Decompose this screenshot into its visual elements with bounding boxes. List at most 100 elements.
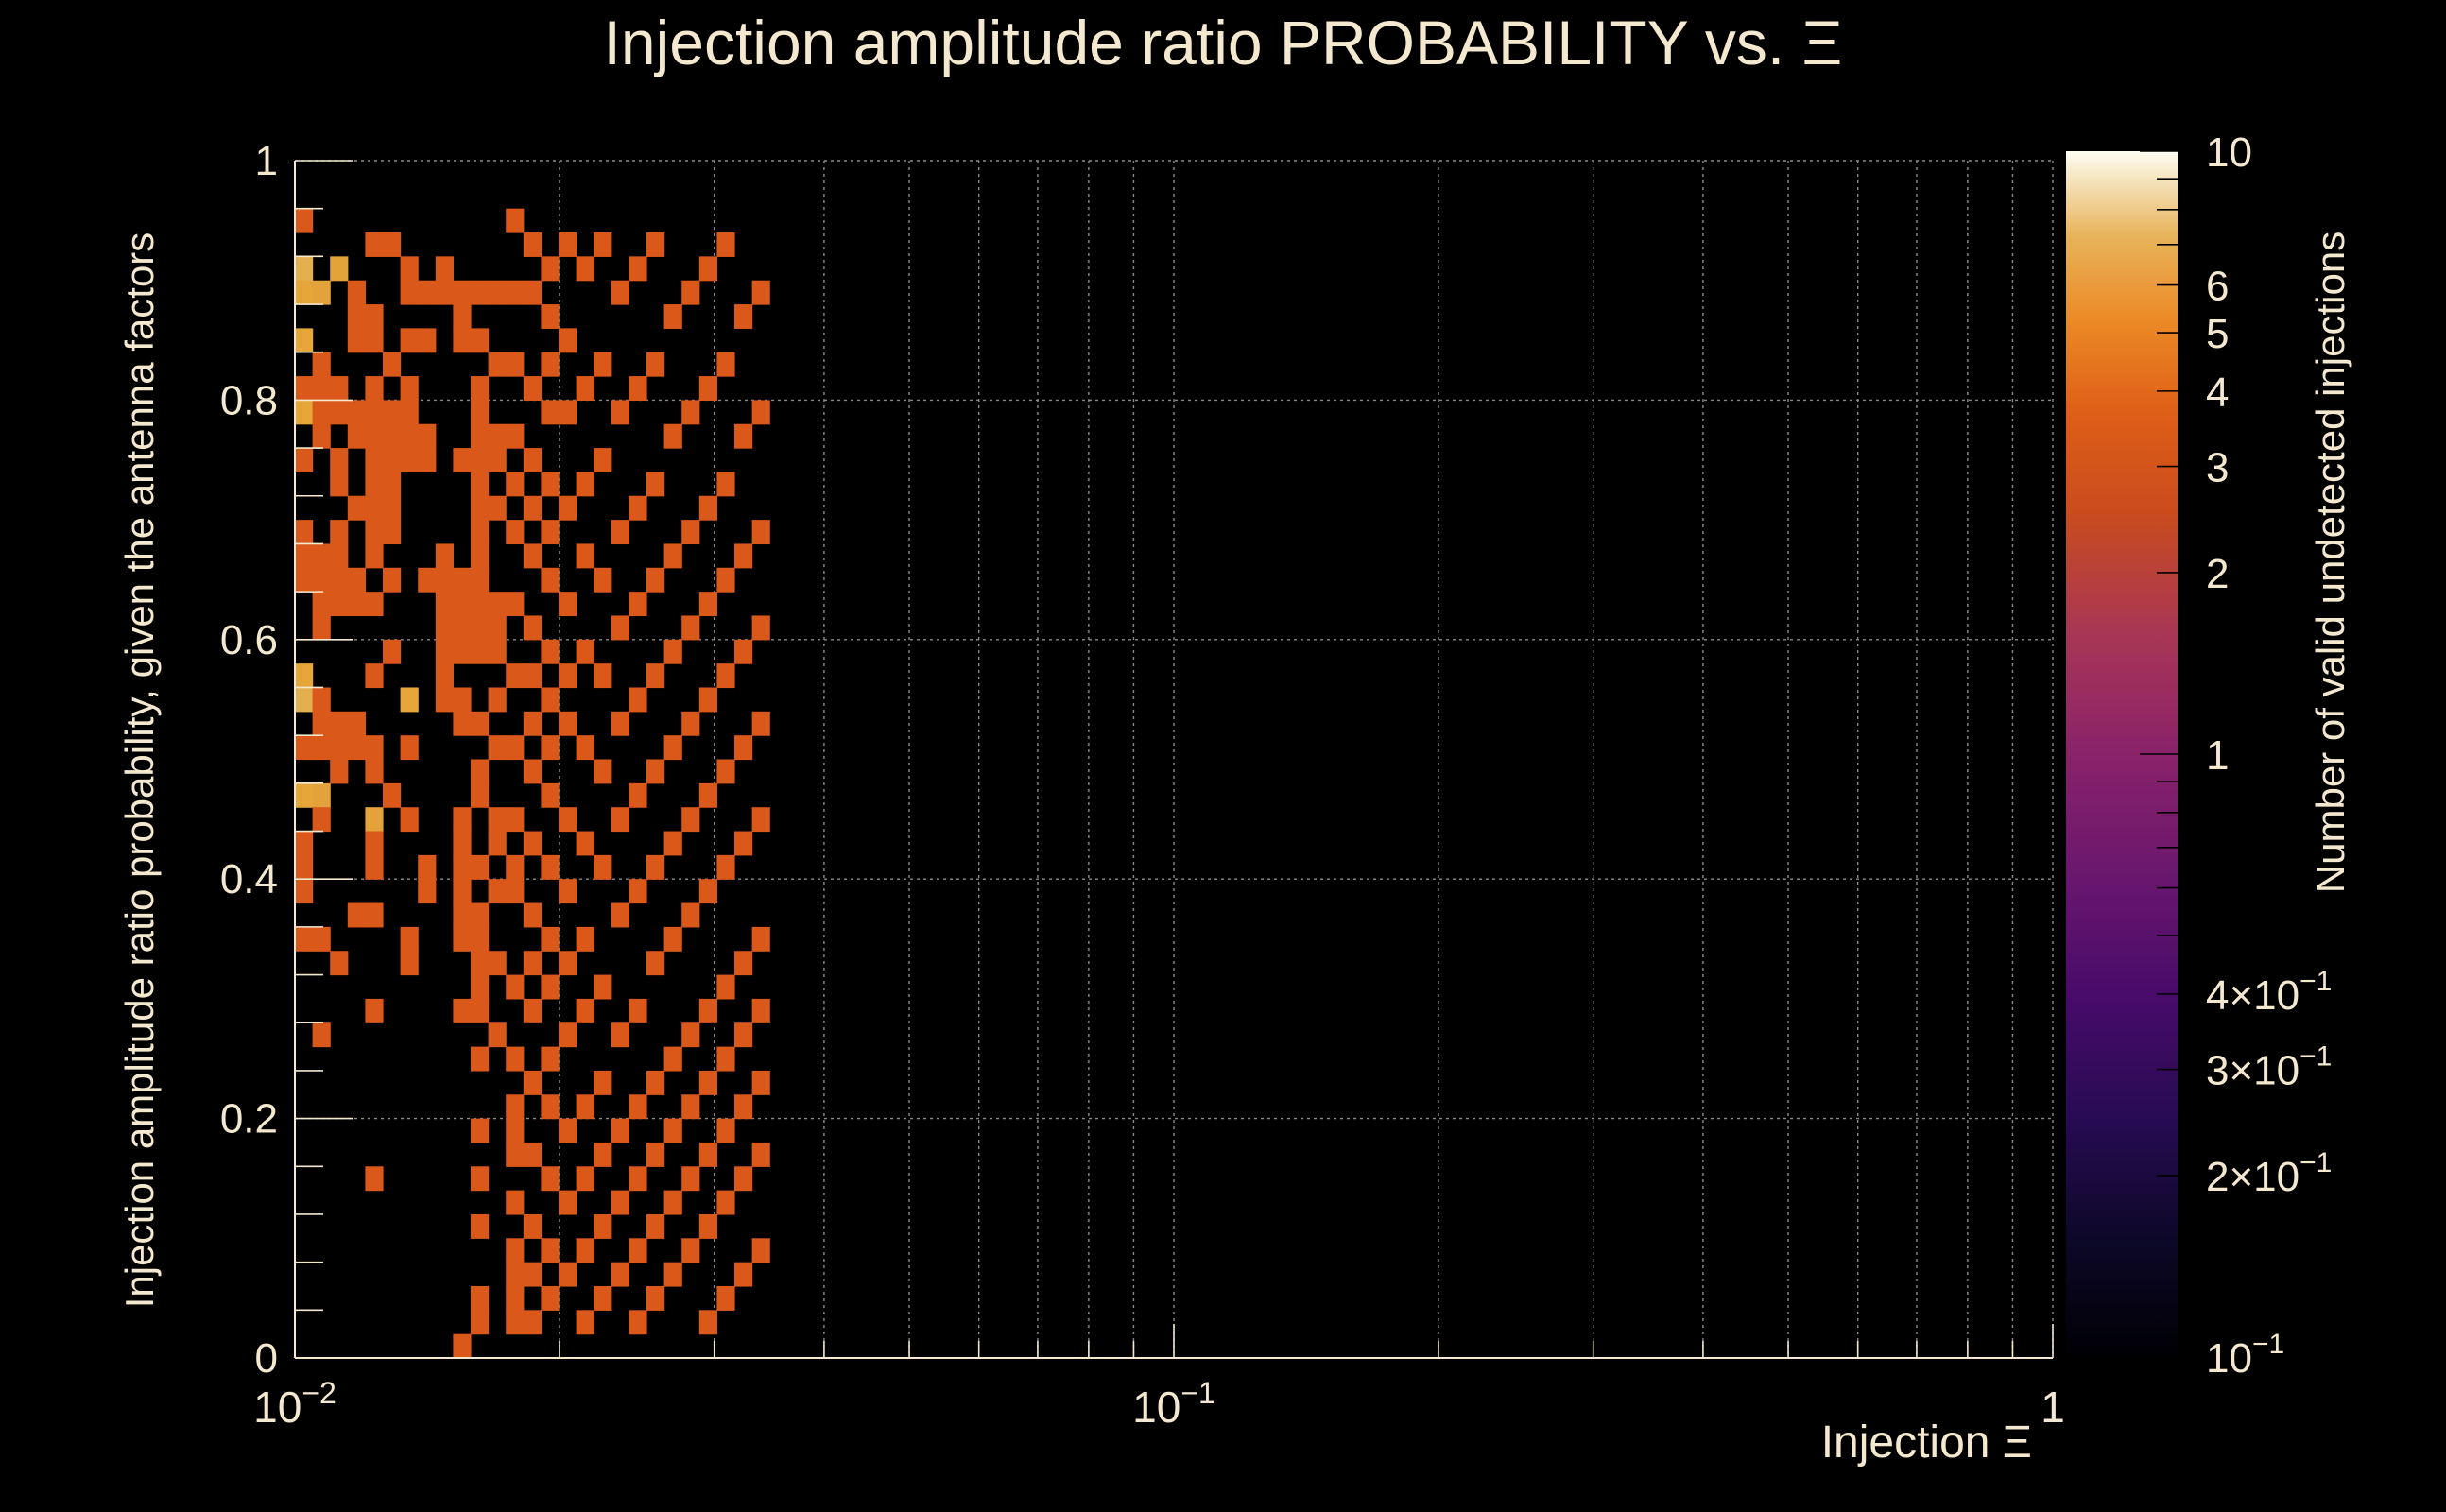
heatmap-cell [541, 854, 560, 880]
heatmap-cell [559, 807, 577, 833]
heatmap-cell [365, 520, 384, 545]
colorbar-tick-exponent: −1 [2300, 966, 2332, 997]
heatmap-cell [453, 902, 472, 928]
heatmap-cell [681, 902, 700, 928]
heatmap-cell [383, 495, 402, 521]
heatmap-cell [576, 256, 594, 282]
heatmap-cell [471, 567, 490, 593]
heatmap-cell [663, 831, 682, 856]
heatmap-cell [506, 520, 525, 545]
heatmap-cell [471, 520, 490, 545]
heatmap-cell [365, 663, 384, 689]
heatmap-cell [330, 567, 349, 593]
heatmap-cell [418, 567, 437, 593]
heatmap-cell [646, 1213, 665, 1239]
heatmap-cell [312, 615, 331, 641]
heatmap-cell [471, 902, 490, 928]
heatmap-cell [646, 951, 665, 976]
x-tick-exponent: −2 [301, 1376, 336, 1410]
heatmap-cell [488, 639, 507, 664]
heatmap-cell [523, 831, 542, 856]
heatmap-cell [559, 328, 577, 353]
heatmap-cell [506, 1046, 525, 1072]
heatmap-cell [576, 376, 594, 401]
heatmap-cell [559, 495, 577, 521]
heatmap-cell [506, 807, 525, 833]
heatmap-cell [594, 1142, 612, 1167]
heatmap-cell [716, 567, 735, 593]
heatmap-cell [681, 520, 700, 545]
heatmap-cell [471, 951, 490, 976]
heatmap-cell [471, 400, 490, 425]
heatmap-cell [663, 1262, 682, 1287]
heatmap-cell [383, 352, 402, 377]
heatmap-cell [453, 567, 472, 593]
heatmap-cell [400, 951, 419, 976]
heatmap-cell [365, 304, 384, 329]
heatmap-cell [347, 304, 366, 329]
heatmap-cell [295, 687, 314, 713]
heatmap-cell [383, 639, 402, 664]
heatmap-cell [365, 543, 384, 569]
heatmap-cell [453, 280, 472, 305]
heatmap-cell [576, 1310, 594, 1335]
heatmap-cell [488, 615, 507, 641]
heatmap-cell [716, 352, 735, 377]
heatmap-cell [681, 1094, 700, 1120]
heatmap-cell [594, 1070, 612, 1095]
colorbar-tick-label: 4 [2206, 369, 2229, 416]
heatmap-cell [365, 328, 384, 353]
heatmap-cell [312, 926, 331, 952]
heatmap-cell [383, 400, 402, 425]
heatmap-cell [629, 592, 647, 617]
heatmap-cell [576, 1166, 594, 1192]
heatmap-cell [295, 208, 314, 233]
heatmap-cell [559, 951, 577, 976]
heatmap-cell [471, 1118, 490, 1143]
heatmap-cell [734, 831, 753, 856]
heatmap-cell [629, 1310, 647, 1335]
colorbar-label: Number of valid undetected injections [2308, 232, 2352, 893]
heatmap-cell [576, 543, 594, 569]
heatmap-cell [488, 495, 507, 521]
heatmap-cell [681, 711, 700, 736]
heatmap-cell [312, 592, 331, 617]
heatmap-cell [646, 1285, 665, 1311]
heatmap-cell [435, 280, 454, 305]
heatmap-cell [541, 520, 560, 545]
heatmap-cell [330, 711, 349, 736]
colorbar-tick-label: 10 [2206, 129, 2252, 176]
heatmap-cell [576, 926, 594, 952]
heatmap-cell [698, 256, 717, 282]
heatmap-cell [347, 592, 366, 617]
heatmap-cell [471, 376, 490, 401]
heatmap-cell [471, 974, 490, 1000]
heatmap-cell [295, 543, 314, 569]
heatmap-cell [506, 1142, 525, 1167]
heatmap-cell [734, 1166, 753, 1192]
heatmap-cell [541, 926, 560, 952]
heatmap-cell [716, 974, 735, 1000]
heatmap-cell [453, 592, 472, 617]
heatmap-cell [594, 352, 612, 377]
heatmap-cell [471, 1166, 490, 1192]
heatmap-cell [471, 759, 490, 784]
heatmap-cell [400, 328, 419, 353]
heatmap-cell [295, 663, 314, 689]
heatmap-cell [488, 807, 507, 833]
y-tick-label: 0 [255, 1335, 278, 1382]
heatmap-cell [435, 663, 454, 689]
heatmap-cell [523, 902, 542, 928]
heatmap-cell [471, 998, 490, 1023]
heatmap-cell [594, 448, 612, 473]
heatmap-cell [751, 400, 770, 425]
heatmap-cell [365, 807, 384, 833]
heatmap-cell [541, 304, 560, 329]
heatmap-cell [365, 592, 384, 617]
heatmap-cell [734, 423, 753, 449]
heatmap-cell [400, 280, 419, 305]
heatmap-cell [716, 854, 735, 880]
heatmap-cell [295, 376, 314, 401]
heatmap-cell [523, 759, 542, 784]
